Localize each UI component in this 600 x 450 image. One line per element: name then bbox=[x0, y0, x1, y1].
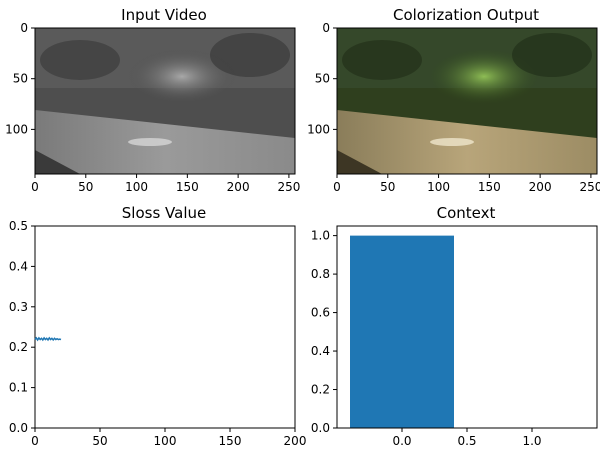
x-tick-label: 100 bbox=[427, 180, 450, 194]
y-tick-label: 0.0 bbox=[9, 421, 28, 435]
y-tick-label: 1.0 bbox=[311, 229, 330, 243]
panel-title: Sloss Value bbox=[122, 204, 206, 222]
axes-frame bbox=[34, 27, 296, 175]
y-tick-label: 0.3 bbox=[9, 300, 28, 314]
x-ticks: 0 50 100 150 200 250 bbox=[333, 174, 600, 194]
y-tick-label: 0.2 bbox=[9, 340, 28, 354]
y-tick-label: 0.4 bbox=[9, 259, 28, 273]
y-tick-label: 0.0 bbox=[311, 421, 330, 435]
panel-context: Context 0.0 0.5 1.0 0.0 0.2 0.4 0.6 0.8 1.0 bbox=[311, 204, 598, 448]
y-ticks: 0.0 0.2 0.4 0.6 0.8 1.0 bbox=[311, 229, 337, 435]
input-video-image bbox=[35, 28, 295, 174]
y-tick-label: 0.5 bbox=[9, 219, 28, 233]
panel-title: Input Video bbox=[121, 6, 207, 24]
x-tick-label: 50 bbox=[78, 180, 93, 194]
y-tick-label: 0.2 bbox=[311, 383, 330, 397]
axes-frame bbox=[336, 27, 598, 175]
sloss-series-line bbox=[34, 336, 62, 342]
colorization-output-image bbox=[337, 28, 597, 174]
y-tick-label: 0.1 bbox=[9, 381, 28, 395]
x-ticks: 0 50 100 150 200 250 bbox=[31, 174, 300, 194]
x-tick-label: 150 bbox=[219, 434, 242, 448]
x-tick-label: 250 bbox=[579, 180, 600, 194]
y-tick-label: 50 bbox=[13, 72, 28, 86]
y-tick-label: 0 bbox=[322, 21, 330, 35]
x-tick-label: 200 bbox=[284, 434, 307, 448]
y-tick-label: 50 bbox=[315, 72, 330, 86]
x-ticks: 0.0 0.5 1.0 bbox=[392, 428, 542, 448]
x-tick-label: 0.5 bbox=[457, 434, 476, 448]
panel-colorization-output: Colorization Output 0 50 100 150 200 250 0 50 1… bbox=[307, 6, 600, 194]
y-ticks: 0 50 100 bbox=[307, 21, 337, 136]
x-tick-label: 0.0 bbox=[392, 434, 411, 448]
x-tick-label: 50 bbox=[92, 434, 107, 448]
panel-title: Colorization Output bbox=[393, 6, 539, 24]
x-tick-label: 150 bbox=[478, 180, 501, 194]
x-tick-label: 0 bbox=[31, 180, 39, 194]
y-tick-label: 100 bbox=[5, 122, 28, 136]
y-tick-label: 100 bbox=[307, 122, 330, 136]
x-ticks: 0 50 100 150 200 bbox=[31, 428, 306, 448]
x-tick-label: 250 bbox=[277, 180, 300, 194]
y-tick-label: 0.8 bbox=[311, 267, 330, 281]
x-tick-label: 50 bbox=[380, 180, 395, 194]
panel-input-video: Input Video 0 50 100 150 200 250 0 50 100 bbox=[5, 6, 300, 194]
y-tick-label: 0.6 bbox=[311, 306, 330, 320]
x-tick-label: 0 bbox=[333, 180, 341, 194]
axes-frame bbox=[34, 225, 296, 429]
y-tick-label: 0 bbox=[20, 21, 28, 35]
panel-sloss-value: Sloss Value 0 50 100 150 200 0.0 0.1 0.2 0.3 0.4… bbox=[9, 204, 307, 448]
x-tick-label: 100 bbox=[125, 180, 148, 194]
y-ticks: 0.0 0.1 0.2 0.3 0.4 0.5 bbox=[9, 219, 35, 435]
x-tick-label: 100 bbox=[154, 434, 177, 448]
y-tick-label: 0.4 bbox=[311, 344, 330, 358]
x-tick-label: 200 bbox=[529, 180, 552, 194]
y-ticks: 0 50 100 bbox=[5, 21, 35, 136]
x-tick-label: 0 bbox=[31, 434, 39, 448]
context-bar bbox=[350, 235, 454, 428]
x-tick-label: 200 bbox=[227, 180, 250, 194]
x-tick-label: 1.0 bbox=[522, 434, 541, 448]
bars bbox=[350, 235, 454, 428]
panel-title: Context bbox=[437, 204, 496, 222]
x-tick-label: 150 bbox=[176, 180, 199, 194]
